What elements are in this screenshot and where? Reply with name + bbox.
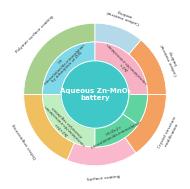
Text: Zn2+/H+
intercalation/de-intercalation
electrolyte regulation: Zn2+/H+ intercalation/de-intercalation e… <box>40 100 89 150</box>
Wedge shape <box>125 94 166 153</box>
Text: Polymer surface coating: Polymer surface coating <box>16 15 55 54</box>
Wedge shape <box>129 40 166 94</box>
Text: Surface coating: Surface coating <box>87 175 121 182</box>
Text: Zn2+
intercalation/de-intercalation: Zn2+ intercalation/de-intercalation <box>102 41 149 87</box>
Wedge shape <box>123 94 147 125</box>
Wedge shape <box>24 23 95 94</box>
Wedge shape <box>43 42 95 94</box>
Text: Carbon material
loading: Carbon material loading <box>160 41 183 76</box>
Text: Crystal structure
modification: Crystal structure modification <box>158 116 182 151</box>
Text: Carbon material
coating: Carbon material coating <box>106 5 142 25</box>
Wedge shape <box>95 114 138 147</box>
Text: Defect engineering: Defect engineering <box>12 123 38 159</box>
Text: Aqueous Zn-MnO₂
battery: Aqueous Zn-MnO₂ battery <box>59 88 131 101</box>
Text: H+
intercalation/de-intercalation
by adsorption of ZHS: H+ intercalation/de-intercalation by ads… <box>40 39 89 89</box>
Wedge shape <box>95 23 141 54</box>
Wedge shape <box>24 94 74 160</box>
Text: H+/Zn2+
intercalation/de-intercalation: H+/Zn2+ intercalation/de-intercalation <box>88 116 142 150</box>
Wedge shape <box>67 138 136 166</box>
Wedge shape <box>43 94 95 147</box>
Wedge shape <box>95 42 147 94</box>
Circle shape <box>61 61 129 128</box>
